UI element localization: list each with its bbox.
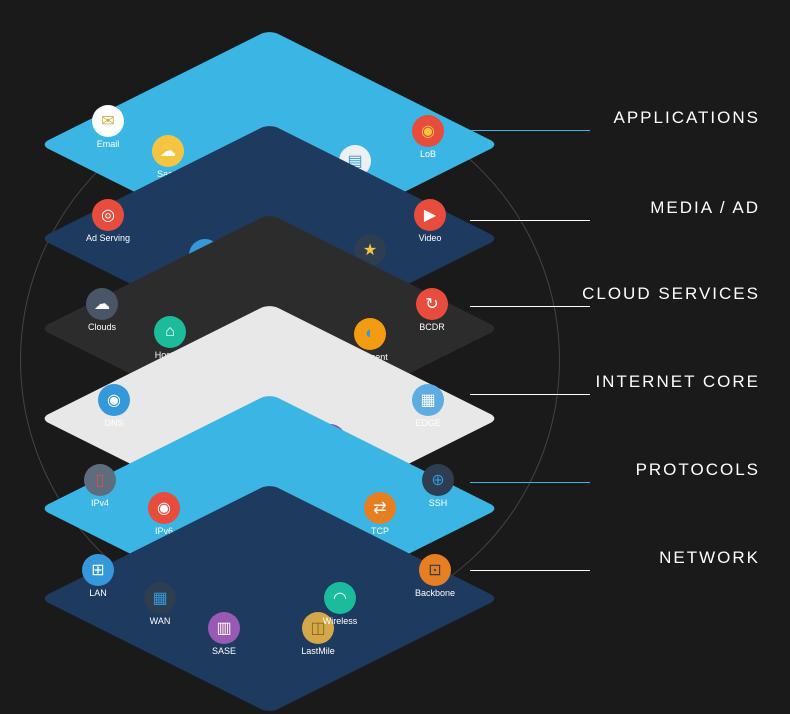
item-lan: ⊞ LAN [70,554,126,598]
layer-label-line [470,394,590,395]
layer-label-line [470,306,590,307]
item-label: WAN [132,616,188,626]
layer-label-line [470,130,590,131]
wireless-icon: ◠ [324,582,356,614]
item-label: LastMile [290,646,346,656]
item-label: SASE [196,646,252,656]
item-label: Wireless [312,616,368,626]
item-wan: ▦ WAN [132,582,188,626]
wan-icon: ▦ [144,582,176,614]
backbone-icon: ⊡ [419,554,451,586]
layer-label: INTERNET CORE [595,372,760,392]
layer-label: MEDIA / AD [650,198,760,218]
layer-network: ⊞LAN▦WAN▥SASE◫LastMile◠Wireless⊡Backbone [40,484,500,714]
layer-label: NETWORK [659,548,760,568]
layer-diamond [40,484,500,714]
item-label: LAN [70,588,126,598]
item-sase: ▥ SASE [196,612,252,656]
sase-icon: ▥ [208,612,240,644]
layer-label: CLOUD SERVICES [582,284,760,304]
layer-label-line [470,482,590,483]
layer-label-line [470,220,590,221]
item-backbone: ⊡ Backbone [407,554,463,598]
layer-label: APPLICATIONS [614,108,761,128]
lan-icon: ⊞ [82,554,114,586]
item-label: Backbone [407,588,463,598]
item-wireless: ◠ Wireless [312,582,368,626]
layer-label-line [470,570,590,571]
layer-label: PROTOCOLS [636,460,760,480]
